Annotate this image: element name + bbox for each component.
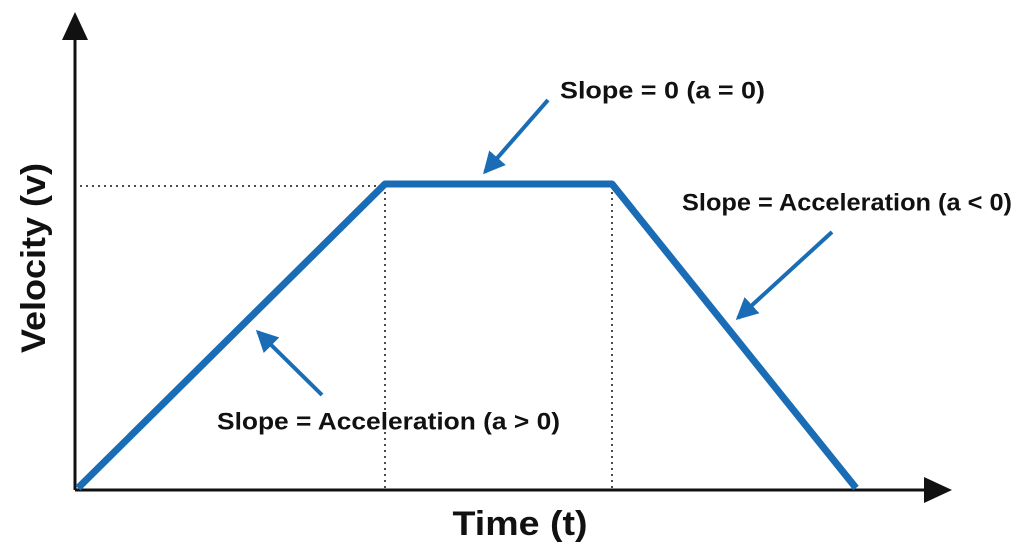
velocity-curve	[75, 180, 859, 491]
x-axis-label: Time (t)	[453, 505, 588, 543]
annotation: Slope = Acceleration (a > 0)	[217, 408, 560, 435]
guide-lines	[80, 185, 613, 490]
annotation-arrows	[255, 98, 834, 397]
axes	[62, 12, 952, 503]
annotation: Slope = 0 (a = 0)	[560, 77, 765, 104]
y-axis-label: Velocity (v)	[15, 163, 53, 353]
annotation: Slope = Acceleration (a < 0)	[682, 189, 1012, 216]
